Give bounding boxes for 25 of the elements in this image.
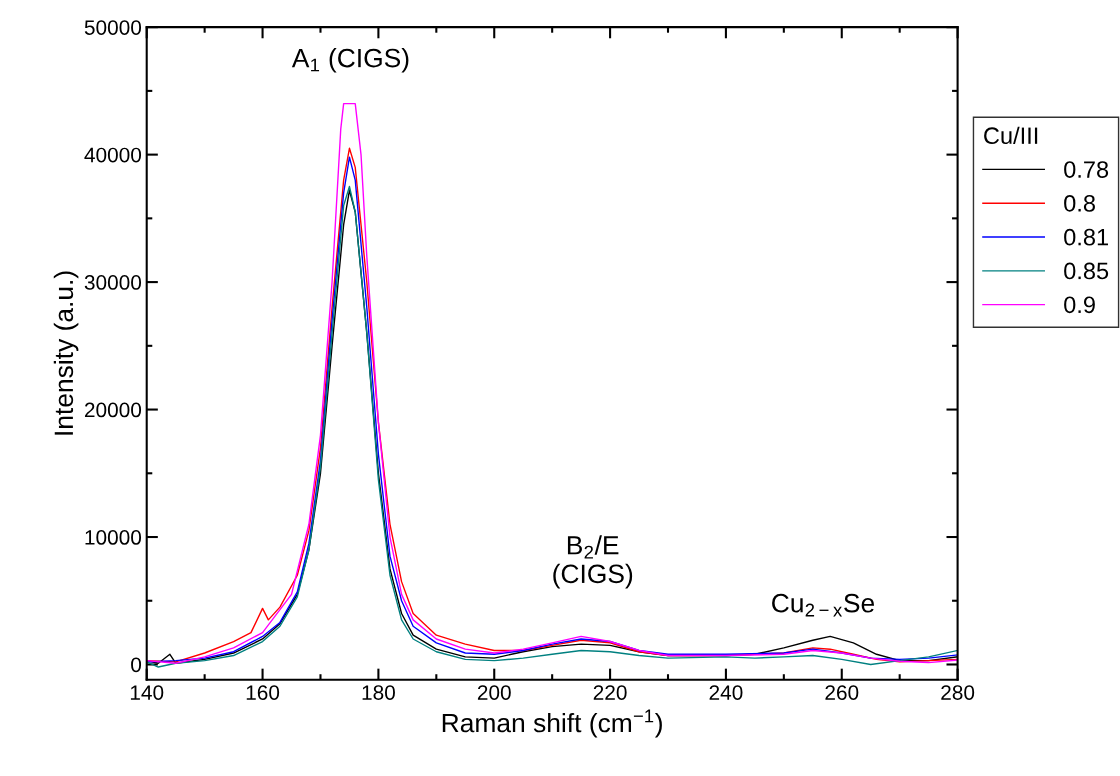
annotation: Cu$_{2−x}$Se	[772, 593, 875, 617]
annotation: A$_{1}$ (CIGS)	[291, 48, 409, 73]
y-tick-label: 50000	[84, 20, 142, 35]
x-tick-label: 200	[477, 685, 511, 700]
legend-label: 0.8	[1064, 194, 1095, 212]
legend-label: 0.85	[1064, 262, 1109, 280]
x-tick-label: 240	[709, 685, 743, 700]
y-tick-label: 30000	[84, 275, 142, 290]
x-tick-label: 160	[246, 685, 280, 700]
y-axis-title: Intensity (a.u.)	[53, 271, 79, 435]
x-tick-label: 260	[825, 685, 859, 700]
y-tick-label: 0	[131, 657, 142, 673]
legend-label: 0.9	[1064, 296, 1095, 314]
y-tick-label: 10000	[85, 530, 142, 545]
y-tick-label: 20000	[84, 402, 142, 418]
x-tick-label: 280	[941, 685, 975, 700]
x-tick-label: 180	[362, 685, 395, 700]
legend-label: 0.78	[1064, 161, 1109, 178]
x-tick-label: 220	[593, 685, 627, 700]
y-tick-label: 40000	[84, 147, 142, 163]
legend-label: 0.81	[1064, 228, 1108, 246]
x-tick-label: 140	[130, 685, 164, 700]
x-axis-title: Raman shift (cm$^{−1}$)	[442, 709, 662, 738]
legend-title: Cu/III	[984, 126, 1038, 145]
annotation: B$_{2}$/E (CIGS)	[553, 535, 633, 589]
